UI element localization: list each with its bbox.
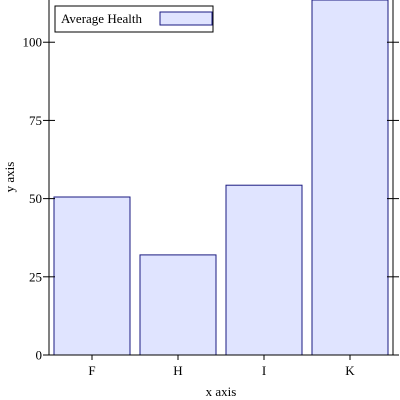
legend-label: Average Health (61, 11, 142, 26)
y-tick-label-0: 0 (36, 348, 43, 363)
y-ticks-group: 0 25 50 75 100 (23, 35, 399, 363)
x-tick-label-F: F (88, 363, 95, 378)
bars-group (53, 0, 389, 356)
bar-F (53, 196, 131, 356)
x-axis-label: x axis (206, 384, 237, 399)
legend: Average Health (54, 5, 214, 33)
y-tick-label-25: 25 (29, 269, 42, 284)
y-tick-label-75: 75 (29, 113, 42, 128)
legend-swatch (159, 11, 213, 26)
bar-I (225, 184, 303, 356)
axes-group (48, 0, 394, 356)
y-tick-label-100: 100 (23, 35, 43, 50)
bar-H (139, 254, 217, 356)
y-tick-label-50: 50 (29, 191, 42, 206)
y-axis-label: y axis (2, 162, 17, 193)
bar-K (311, 0, 389, 356)
x-tick-label-I: I (262, 363, 266, 378)
x-tick-label-H: H (173, 363, 182, 378)
x-tick-label-K: K (345, 363, 355, 378)
